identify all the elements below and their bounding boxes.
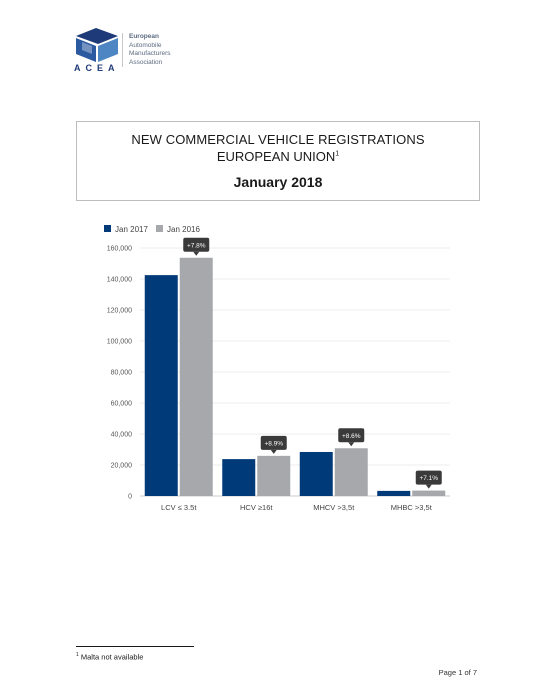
title-line-2: EUROPEAN UNION1 bbox=[77, 149, 479, 164]
page-number: Page 1 of 7 bbox=[438, 668, 477, 677]
legend-swatch bbox=[104, 225, 111, 232]
bar bbox=[412, 490, 446, 496]
title-footnote-marker: 1 bbox=[335, 150, 340, 158]
y-tick-label: 0 bbox=[128, 494, 132, 501]
y-tick-label: 80,000 bbox=[111, 370, 133, 377]
annotation-pointer bbox=[193, 251, 200, 256]
annotation-pointer bbox=[348, 442, 355, 447]
y-tick-label: 40,000 bbox=[111, 432, 133, 439]
x-tick-label: MHBC >3,5t bbox=[391, 503, 433, 512]
logo-text: European Automobile Manufacturers Associ… bbox=[122, 33, 171, 67]
logo-line-3: Manufacturers bbox=[129, 50, 171, 57]
annotation-label: +8.6% bbox=[342, 433, 361, 440]
title-date: January 2018 bbox=[233, 174, 323, 190]
chart-legend: Jan 2017 Jan 2016 bbox=[104, 225, 200, 234]
bar bbox=[144, 275, 178, 496]
legend-swatch bbox=[156, 225, 163, 232]
title-line-1: NEW COMMERCIAL VEHICLE REGISTRATIONS bbox=[131, 132, 425, 147]
title-box: NEW COMMERCIAL VEHICLE REGISTRATIONS EUR… bbox=[76, 121, 480, 201]
footnote-text: Malta not available bbox=[80, 652, 144, 662]
annotation-bubble bbox=[415, 470, 442, 485]
bar bbox=[222, 459, 256, 496]
logo-line-1: European bbox=[129, 33, 159, 40]
y-tick-label: 20,000 bbox=[111, 463, 133, 470]
bar bbox=[377, 490, 411, 496]
footnote-marker: 1 bbox=[76, 652, 79, 658]
footnote-rule bbox=[76, 646, 194, 647]
chart-labels: LCV ≤ 3.5t HCV ≥16t MHCV >3,5t MHBC >3,5t bbox=[161, 503, 433, 512]
x-tick-label: LCV ≤ 3.5t bbox=[161, 503, 197, 512]
legend-label: Jan 2017 bbox=[115, 225, 148, 234]
annotation-bubble bbox=[183, 237, 210, 252]
annotation-bubble bbox=[338, 428, 365, 443]
y-tick-label: 120,000 bbox=[107, 308, 132, 315]
annotation-label: +7.1% bbox=[419, 475, 438, 482]
logo-acronym: ACEA bbox=[74, 63, 120, 73]
y-tick-label: 160,000 bbox=[107, 246, 132, 253]
bar bbox=[257, 455, 291, 496]
annotation-pointer bbox=[425, 484, 432, 489]
logo-line-2: Automobile bbox=[129, 41, 162, 49]
bar bbox=[299, 451, 333, 496]
x-tick-label: MHCV >3,5t bbox=[313, 503, 355, 512]
logo-line-4: Association bbox=[129, 58, 163, 66]
title-region: EUROPEAN UNION bbox=[216, 149, 336, 164]
annotation-label: +7.8% bbox=[187, 242, 206, 249]
chart-annotations: +7.8% +8.9% +8.6% +7.1% bbox=[183, 237, 442, 489]
chart-bars bbox=[144, 257, 446, 496]
annotation-bubble bbox=[260, 435, 287, 450]
y-tick-label: 140,000 bbox=[107, 277, 132, 284]
x-tick-label: HCV ≥16t bbox=[240, 503, 273, 512]
footnote: 1 Malta not available bbox=[76, 652, 143, 662]
legend-label: Jan 2016 bbox=[167, 225, 200, 234]
bar bbox=[334, 448, 368, 496]
y-tick-label: 100,000 bbox=[107, 339, 132, 346]
y-tick-label: 60,000 bbox=[111, 401, 133, 408]
bar bbox=[179, 257, 213, 496]
annotation-label: +8.9% bbox=[264, 440, 283, 447]
acea-logo-icon bbox=[76, 28, 118, 62]
annotation-pointer bbox=[270, 449, 277, 454]
